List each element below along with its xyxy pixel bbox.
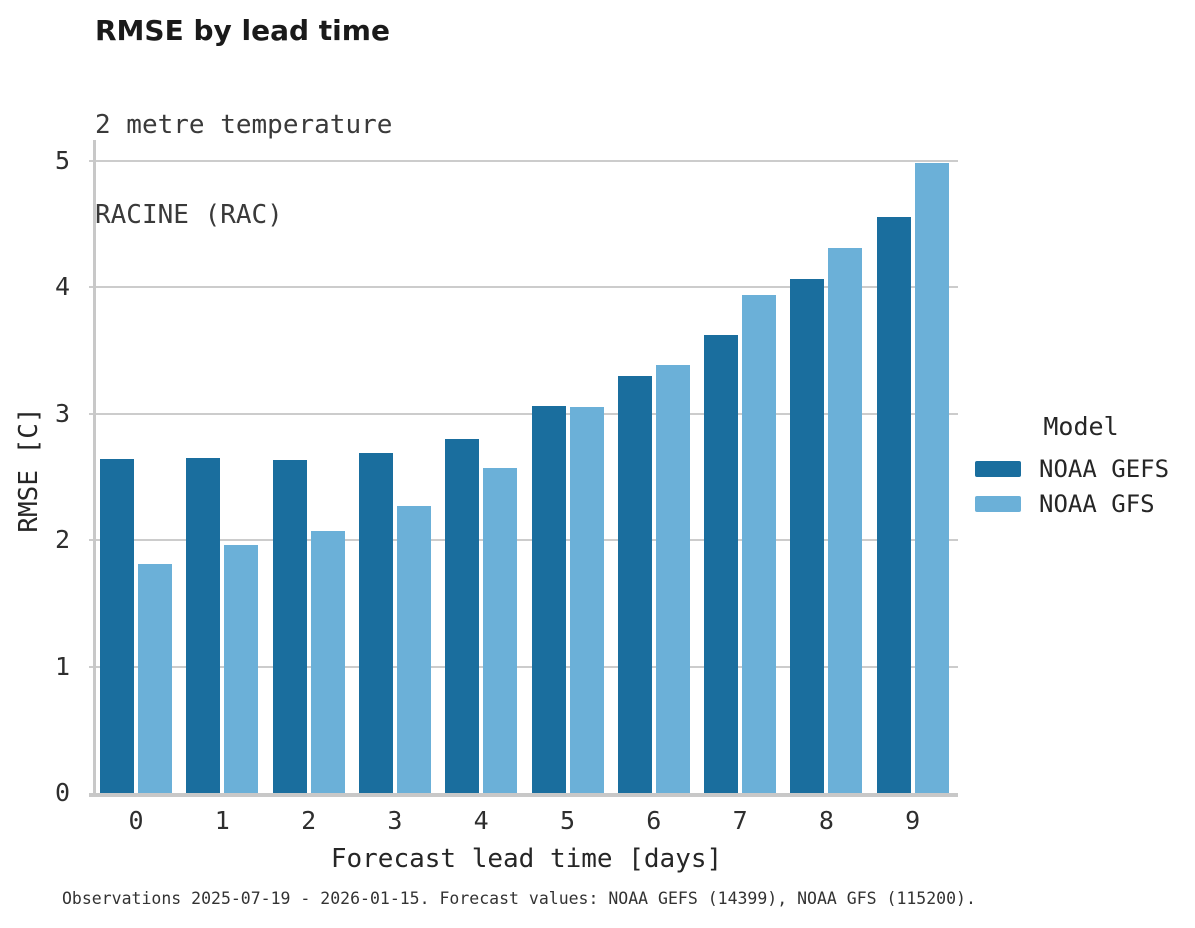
chart-title: RMSE by lead time — [95, 14, 390, 47]
legend-entry-noaa-gefs: NOAA GEFS — [975, 451, 1187, 486]
y-tick-label-3: 3 — [54, 398, 70, 428]
legend-swatch-noaa-gfs-icon — [975, 495, 1021, 512]
bar-noaa-gefs-lead-7 — [704, 335, 739, 793]
x-tick-label-6: 6 — [646, 806, 662, 835]
legend-label-noaa-gefs: NOAA GEFS — [1039, 454, 1170, 483]
legend: Model NOAA GEFS NOAA GFS — [975, 412, 1187, 521]
x-tick-label-8: 8 — [818, 806, 834, 835]
gridline-y-4 — [89, 286, 958, 288]
bar-noaa-gfs-lead-0 — [138, 564, 172, 793]
gridline-y-5 — [89, 159, 958, 162]
x-tick-label-1: 1 — [214, 806, 230, 835]
y-tick-label-1: 1 — [54, 651, 70, 681]
gridline-y-1 — [89, 665, 958, 668]
bar-noaa-gfs-lead-2 — [310, 531, 345, 793]
x-axis-title: Forecast lead time [days] — [330, 844, 723, 874]
bar-noaa-gfs-lead-1 — [224, 545, 259, 793]
x-tick-label-2: 2 — [301, 806, 317, 835]
bar-noaa-gefs-lead-6 — [617, 375, 652, 793]
y-tick-label-2: 2 — [54, 525, 70, 554]
legend-label-noaa-gfs: NOAA GFS — [1039, 489, 1155, 518]
caption-observations: Observations 2025-07-19 - 2026-01-15. Fo… — [62, 889, 976, 908]
bar-noaa-gfs-lead-8 — [828, 247, 863, 793]
legend-swatch-noaa-gefs-icon — [975, 460, 1021, 477]
bar-noaa-gfs-lead-5 — [569, 407, 604, 793]
y-tick-label-0: 0 — [54, 778, 70, 807]
y-tick-label-5: 5 — [54, 145, 70, 175]
bar-noaa-gefs-lead-9 — [876, 217, 911, 793]
x-tick-label-3: 3 — [387, 806, 403, 835]
bar-noaa-gfs-lead-9 — [914, 163, 949, 793]
bar-noaa-gfs-lead-4 — [483, 467, 518, 793]
chart-subtitle-line-variable: 2 metre temperature — [95, 110, 393, 140]
bar-noaa-gfs-lead-3 — [396, 505, 431, 793]
bar-noaa-gefs-lead-0 — [100, 459, 134, 793]
gridline-y-2 — [89, 539, 958, 541]
bar-noaa-gefs-lead-8 — [790, 279, 825, 793]
bar-noaa-gfs-lead-6 — [655, 365, 690, 793]
x-tick-label-0: 0 — [128, 806, 144, 835]
bar-noaa-gefs-lead-2 — [272, 460, 307, 793]
x-tick-label-5: 5 — [559, 806, 576, 835]
chart-subtitle-line-station: RACINE (RAC) — [95, 200, 283, 230]
bar-noaa-gfs-lead-7 — [742, 294, 777, 793]
y-axis-line — [93, 140, 96, 797]
bar-noaa-gefs-lead-3 — [358, 452, 393, 793]
y-tick-label-4: 4 — [54, 272, 70, 301]
x-tick-label-9: 9 — [905, 806, 921, 835]
x-tick-label-4: 4 — [473, 806, 489, 835]
chart-subtitle: 2 metre temperature RACINE (RAC) — [95, 50, 392, 290]
legend-entry-noaa-gfs: NOAA GFS — [975, 486, 1187, 521]
bar-noaa-gefs-lead-4 — [445, 438, 480, 793]
x-tick-label-7: 7 — [732, 806, 748, 835]
legend-title: Model — [1043, 412, 1119, 441]
bar-noaa-gefs-lead-5 — [531, 405, 566, 793]
bar-noaa-gefs-lead-1 — [186, 457, 221, 793]
gridline-y-3 — [89, 412, 958, 415]
x-axis-line — [89, 793, 958, 797]
